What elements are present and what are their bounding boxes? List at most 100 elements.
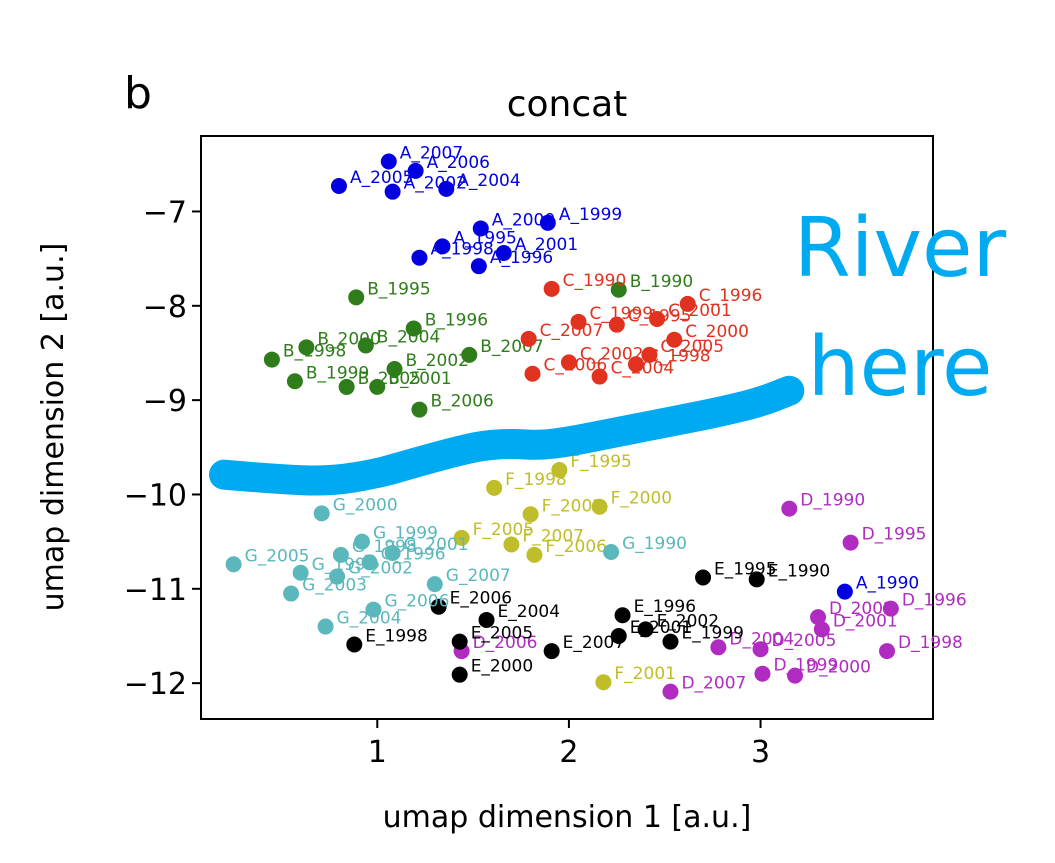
- point-b-1998: [263, 351, 280, 368]
- point-label: F_2001: [614, 664, 676, 684]
- point-d-1990: [781, 500, 798, 517]
- point-b-2007: [461, 346, 478, 363]
- y-tick-label: −10: [124, 478, 187, 513]
- y-tick-label: −9: [143, 384, 187, 419]
- point-g-2001: [384, 544, 401, 561]
- point-f-1995: [551, 461, 568, 478]
- point-e-2005: [451, 633, 468, 650]
- point-a-1998: [411, 249, 428, 266]
- point-e-2004: [478, 611, 495, 628]
- point-g-1990: [603, 544, 620, 561]
- point-label: D_2001: [833, 611, 898, 631]
- point-g-2006: [365, 601, 382, 618]
- point-label: A_2007: [400, 143, 463, 163]
- river-annotation-line-2: here: [808, 320, 993, 415]
- point-label: F_1995: [570, 452, 632, 472]
- point-label: B_2000: [317, 329, 380, 349]
- point-b-1999: [286, 373, 303, 390]
- point-b-2001: [369, 378, 386, 395]
- point-label: D_2007: [681, 674, 746, 694]
- point-a-2000: [472, 220, 489, 237]
- point-label: G_2002: [348, 559, 413, 579]
- point-label: C_2005: [660, 337, 724, 357]
- point-a-2001: [495, 244, 512, 261]
- chart-title: concat: [507, 84, 628, 125]
- point-label: B_2004: [377, 327, 440, 347]
- point-label: G_1990: [622, 534, 687, 554]
- point-c-1999: [570, 313, 587, 330]
- point-label: C_2006: [544, 356, 608, 376]
- point-label: E_1996: [634, 597, 697, 617]
- point-e-2002: [637, 621, 654, 638]
- point-d-1995: [842, 534, 859, 551]
- point-d-2005: [752, 641, 769, 658]
- y-tick-label: −12: [124, 667, 187, 702]
- point-label: A_1999: [559, 205, 622, 225]
- point-label: A_2006: [427, 153, 490, 173]
- point-d-1999: [754, 665, 771, 682]
- river-annotation-stroke: [208, 375, 805, 496]
- point-label: F_2006: [545, 537, 607, 557]
- point-c-1995: [608, 316, 625, 333]
- point-label: D_2004: [729, 629, 794, 649]
- point-label: B_2006: [430, 392, 493, 412]
- point-label: G_2004: [337, 609, 402, 629]
- point-label: G_2003: [302, 576, 367, 596]
- point-label: D_1995: [862, 525, 927, 545]
- point-label: D_2006: [473, 633, 538, 653]
- point-e-2000: [451, 666, 468, 683]
- point-a-1990: [836, 583, 853, 600]
- point-label: G_1996: [381, 544, 446, 564]
- point-label: F_2000: [611, 489, 673, 509]
- point-g-2003: [283, 585, 300, 602]
- point-g-2005: [225, 556, 242, 573]
- x-tick-label: 1: [368, 735, 387, 770]
- point-f-2006: [526, 546, 543, 563]
- point-label: C_1999: [589, 304, 653, 324]
- point-label: A_2001: [515, 235, 578, 255]
- point-label: B_1995: [367, 279, 430, 299]
- point-label: G_2007: [446, 566, 511, 586]
- point-label: A_1990: [856, 574, 919, 594]
- point-c-1990: [543, 280, 560, 297]
- point-label: B_1990: [630, 272, 693, 292]
- point-e-1990: [748, 571, 765, 588]
- point-label: E_2004: [498, 602, 561, 622]
- point-label: G_1995: [312, 555, 377, 575]
- point-a-2004: [438, 180, 455, 197]
- point-label: C_2000: [685, 322, 749, 342]
- point-label: D_2002: [829, 599, 894, 619]
- point-f-1998: [486, 479, 503, 496]
- point-f-2001: [595, 674, 612, 691]
- point-e-1996: [614, 607, 631, 624]
- point-b-1995: [348, 289, 365, 306]
- y-tick-label: −8: [143, 290, 187, 325]
- point-g-2000: [313, 505, 330, 522]
- point-label: D_1996: [902, 591, 967, 611]
- point-label: A_2004: [457, 171, 520, 191]
- point-label: C_2007: [540, 321, 604, 341]
- plot-area-frame: [200, 135, 934, 720]
- point-label: F_2007: [522, 526, 584, 546]
- point-label: E_2007: [563, 633, 626, 653]
- point-label: C_2004: [611, 359, 675, 379]
- point-label: A_2005: [350, 168, 413, 188]
- x-tick-label: 2: [559, 735, 578, 770]
- y-axis-ticks: −7 −8 −9 −10 −11 −12: [124, 195, 201, 702]
- point-c-2002: [560, 354, 577, 371]
- point-a-1995: [434, 238, 451, 255]
- point-label: C_1998: [647, 346, 711, 366]
- point-b-1990: [610, 281, 627, 298]
- point-label: B_2002: [406, 351, 469, 371]
- point-g-1995: [292, 564, 309, 581]
- point-label: A_1995: [453, 228, 516, 248]
- point-f-2000: [591, 498, 608, 515]
- point-label: E_2006: [450, 589, 513, 609]
- point-label: D_2000: [806, 658, 871, 678]
- panel-label: b: [124, 68, 152, 119]
- y-tick-label: −11: [124, 573, 187, 608]
- point-c-2005: [641, 346, 658, 363]
- point-f-2007: [503, 536, 520, 553]
- river-annotation-line-1: River: [794, 201, 1007, 296]
- point-label: E_2001: [630, 618, 693, 638]
